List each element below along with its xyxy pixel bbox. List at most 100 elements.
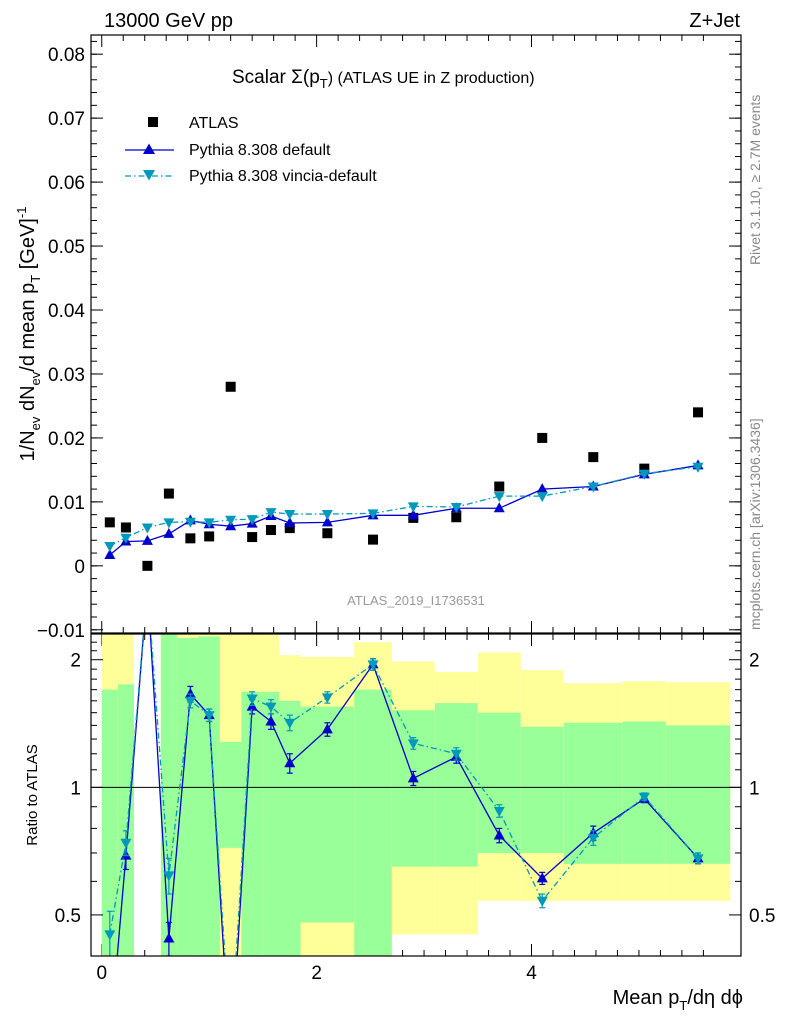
y-tick-label: 0.05: [48, 237, 85, 258]
legend-atlas-marker: [148, 117, 158, 127]
atlas-marker: [322, 528, 333, 539]
atlas-marker: [494, 481, 505, 492]
atlas-marker: [204, 531, 215, 542]
main-line-vincia: [109, 466, 699, 547]
atlas-marker: [120, 522, 131, 533]
main-marker-vincia: [141, 523, 153, 534]
main-marker-vincia: [225, 515, 237, 526]
ylabel-c-sub: T: [28, 275, 43, 283]
xlabel-a-sub: T: [679, 998, 687, 1013]
main-marker-vincia: [407, 502, 419, 513]
legend-default-label: Pythia 8.308 default: [189, 142, 331, 159]
main-marker-vincia: [692, 462, 704, 473]
x-ticks: 0 2 4: [96, 35, 704, 984]
atlas-marker: [537, 432, 548, 443]
ratio-marker-vincia: [284, 718, 296, 729]
y-tick-label: 0.03: [48, 365, 85, 386]
atlas-marker: [247, 532, 258, 543]
atlas-marker: [104, 517, 115, 528]
ratio-series: [104, 579, 704, 956]
main-marker-vincia: [367, 509, 379, 520]
ratio-panel: 0.5 0.5 1 1 2 2: [55, 579, 775, 957]
ratio-tick-label-right: 1: [749, 778, 760, 799]
main-marker-default: [163, 527, 175, 538]
band-inner: [434, 703, 478, 867]
y-tick-label: 0.08: [48, 45, 85, 66]
main-panel: −0.01 0 0.01 0.02 0.03 0.04 0.05 0.06 0.07 0.08 0 2…: [37, 34, 742, 984]
ratio-marker-vincia: [407, 739, 419, 750]
atlas-marker: [588, 452, 599, 463]
band-inner: [262, 691, 280, 956]
main-marker-vincia: [203, 518, 215, 529]
ratio-marker-vincia: [638, 792, 650, 803]
y-tick-label: 0: [74, 557, 85, 578]
main-marker-default: [407, 509, 419, 520]
ratio-marker-vincia: [246, 694, 258, 705]
atlas-marker: [451, 512, 462, 523]
ratio-marker-default: [536, 872, 548, 883]
ratio-marker-default: [265, 715, 277, 726]
ratio-tick-label-left: 0.5: [55, 906, 81, 927]
ratio-marker-vincia: [163, 871, 175, 882]
legend-atlas-label: ATLAS: [189, 115, 239, 132]
ratio-y-ticks: 0.5 0.5 1 1 2 2: [55, 641, 775, 927]
atlas-marker: [142, 560, 153, 571]
chart-title: Scalar Σ(pT) (ATLAS UE in Z production): [232, 67, 535, 91]
band-inner: [520, 726, 564, 853]
band-inner: [117, 684, 134, 956]
main-line-default: [109, 464, 699, 556]
ratio-tick-label-left: 2: [70, 651, 81, 672]
main-marker-vincia: [284, 510, 296, 521]
main-marker-default: [536, 483, 548, 494]
band-inner: [300, 706, 355, 923]
ratio-marker-vincia: [120, 838, 132, 849]
ratio-tick-label-left: 1: [70, 778, 81, 799]
ratio-frame: [90, 633, 742, 957]
y-tick-label: 0.02: [48, 429, 85, 450]
ratio-marker-vincia: [203, 711, 215, 722]
ratio-marker-vincia: [536, 896, 548, 907]
x-tick-label: 4: [526, 963, 537, 984]
ratio-marker-vincia: [493, 806, 505, 817]
main-marker-default: [493, 502, 505, 513]
ratio-marker-vincia: [321, 693, 333, 704]
y-tick-label: 0.06: [48, 173, 85, 194]
band-inner: [391, 710, 435, 867]
x-tick-label: 0: [96, 963, 107, 984]
ratio-marker-vincia: [265, 702, 277, 713]
ylabel-c: /d mean p: [17, 283, 39, 372]
main-series: [104, 381, 704, 571]
ratio-marker-vincia: [692, 854, 704, 865]
main-marker-vincia: [493, 492, 505, 503]
atlas-marker: [163, 488, 174, 499]
xlabel-b: /dη dϕ: [687, 987, 743, 1009]
ylabel-d-sup: -1: [14, 207, 29, 219]
process-label: Z+Jet: [689, 10, 740, 32]
mcplots-label: mcplots.cern.ch [arXiv:1306.3436]: [747, 418, 763, 630]
main-marker-default: [284, 516, 296, 527]
atlas-marker: [185, 533, 196, 544]
ratio-bands: [101, 634, 731, 956]
main-marker-vincia: [638, 469, 650, 480]
main-marker-vincia: [246, 515, 258, 526]
atlas-marker: [368, 534, 379, 545]
ratio-marker-default: [184, 688, 196, 699]
ratio-marker-default: [142, 579, 153, 589]
ratio-marker-default: [407, 772, 419, 783]
atlas-marker: [265, 525, 276, 536]
ratio-marker-vincia: [184, 696, 196, 707]
legend-vincia-marker: [143, 170, 155, 181]
main-marker-default: [141, 534, 153, 545]
ylabel-b: dN: [17, 385, 39, 416]
ratio-marker-vincia: [587, 833, 599, 844]
atlas-marker: [284, 523, 295, 534]
ratio-marker-default: [163, 932, 175, 943]
main-y-axis-label: 1/Nev dNev/d mean pT [GeV]-1: [14, 207, 43, 462]
band-inner: [354, 689, 392, 956]
legend-vincia-label: Pythia 8.308 vincia-default: [189, 168, 377, 185]
atlas-marker: [693, 407, 704, 418]
rivet-version-label: Rivet 3.1.10, ≥ 2.7M events: [747, 95, 763, 265]
band-inner: [219, 741, 242, 848]
x-tick-label: 2: [311, 963, 322, 984]
